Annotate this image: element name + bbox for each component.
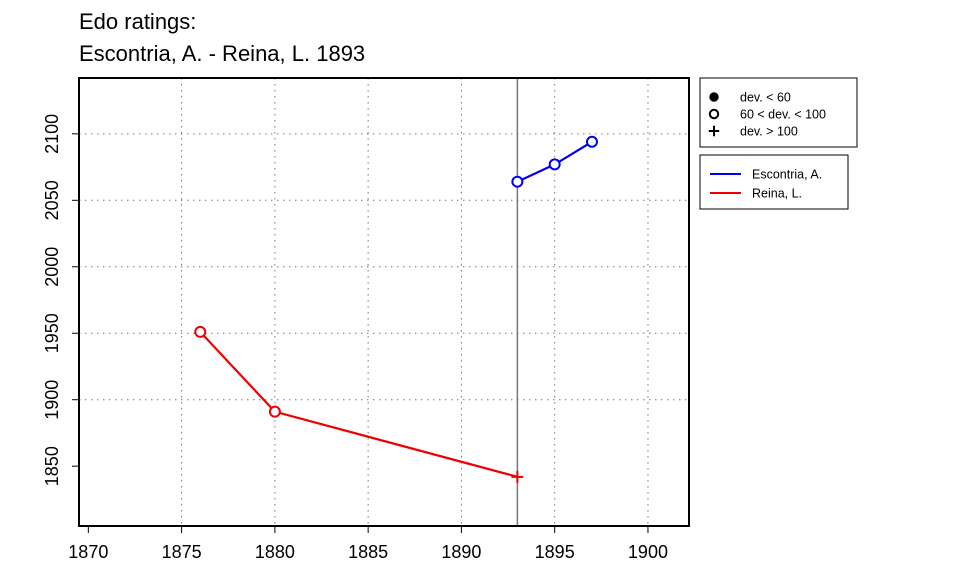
series-1 (194, 325, 524, 483)
chart-title-line-1: Edo ratings: (79, 9, 196, 34)
legend-series-label-0: Escontria, A. (752, 168, 822, 182)
plot-series (194, 135, 598, 483)
x-tick-label-1895: 1895 (535, 542, 575, 562)
x-tick-label-1885: 1885 (348, 542, 388, 562)
y-tick-label-2050: 2050 (42, 180, 62, 220)
y-tick-label-2100: 2100 (42, 114, 62, 154)
y-tick-label-1950: 1950 (42, 313, 62, 353)
legend-marker-label-2: dev. > 100 (740, 125, 798, 139)
series-0 (511, 135, 598, 188)
series-line-1 (199, 331, 518, 478)
data-point-1-0 (194, 325, 207, 338)
x-tick-label-1900: 1900 (628, 542, 668, 562)
marker-legend: dev. < 60 60 < dev. < 100 dev. > 100 (699, 77, 858, 148)
legend-marker-plus (708, 125, 720, 137)
grid-lines (79, 78, 689, 526)
legend-marker-open-circle (708, 108, 720, 120)
data-point-0-0 (511, 175, 524, 188)
legend-series-label-1: Reina, L. (752, 187, 802, 201)
y-tick-label-1850: 1850 (42, 446, 62, 486)
y-tick-label-1900: 1900 (42, 380, 62, 420)
legend-marker-label-0: dev. < 60 (740, 91, 791, 105)
data-point-0-2 (585, 135, 598, 148)
x-tick-label-1870: 1870 (68, 542, 108, 562)
series-legend: Escontria, A. Reina, L. (699, 154, 849, 210)
legend-marker-filled-circle (709, 92, 719, 102)
chart-title-line-2: Escontria, A. - Reina, L. 1893 (79, 41, 365, 66)
x-tick-label-1880: 1880 (255, 542, 295, 562)
y-tick-label-2000: 2000 (42, 247, 62, 287)
plot-frame (78, 77, 690, 527)
y-axis: 1850 1900 1950 2000 2050 2100 (42, 114, 80, 486)
x-tick-label-1890: 1890 (441, 542, 481, 562)
series-legend-box (699, 154, 849, 210)
data-point-0-1 (548, 158, 561, 171)
x-axis: 1870 1875 1880 1885 1890 1895 1900 (68, 525, 668, 562)
data-point-1-1 (268, 405, 281, 418)
legend-marker-label-1: 60 < dev. < 100 (740, 108, 826, 122)
x-tick-label-1875: 1875 (162, 542, 202, 562)
marker-legend-box (699, 77, 858, 148)
data-point-1-2 (511, 470, 524, 483)
